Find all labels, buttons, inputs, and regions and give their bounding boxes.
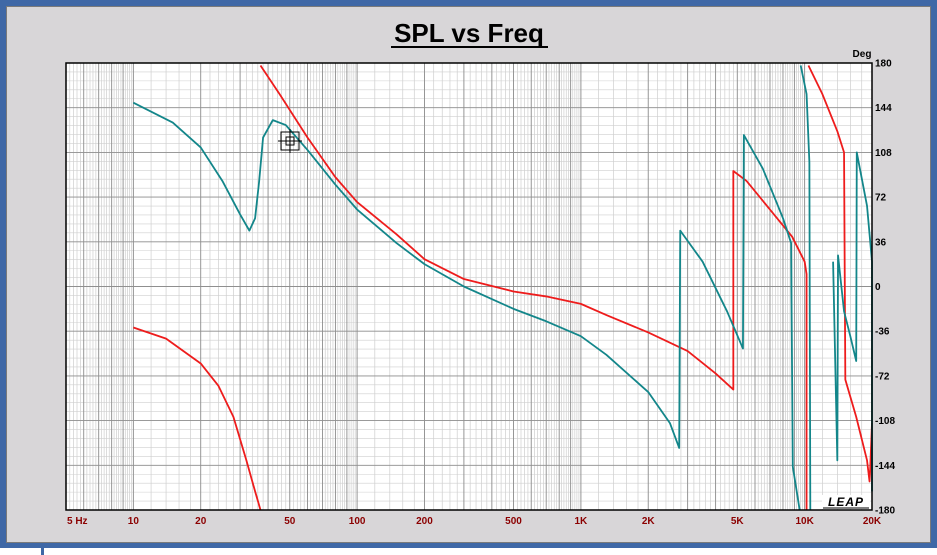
- x-tick-label: 1K: [574, 516, 588, 527]
- y-tick-label: 144: [875, 103, 892, 114]
- x-tick-label: 5K: [731, 516, 745, 527]
- chart-title: SPL vs Freq: [394, 18, 544, 48]
- x-axis-ticks: 5 Hz 10 20 50 100 200 500 1K 2K 5K 10K 20K: [67, 516, 882, 527]
- y-tick-label: 72: [875, 193, 887, 204]
- series-layer: [132, 64, 873, 511]
- x-tick-label: 500: [505, 516, 522, 527]
- y-tick-label: 0: [875, 282, 881, 293]
- x-tick-label: 20K: [863, 516, 882, 527]
- x-tick-label: 10K: [795, 516, 814, 527]
- x-tick-label: 10: [128, 516, 140, 527]
- y-tick-label: -180: [875, 506, 895, 517]
- x-tick-label: 2K: [642, 516, 656, 527]
- x-tick-label: 20: [195, 516, 207, 527]
- x-tick-label: 50: [284, 516, 296, 527]
- y-tick-label: -72: [875, 371, 890, 382]
- bottom-marker: [41, 546, 44, 555]
- x-tick-label: 100: [349, 516, 366, 527]
- leap-logo-text: LEAP: [828, 495, 864, 509]
- series-line-1: [133, 64, 873, 511]
- bottom-strip: [0, 548, 937, 555]
- series-line-2: [132, 65, 873, 511]
- y-axis-ticks: 180 144 108 72 36 0 -36 -72 -108 -144 -180: [875, 59, 895, 517]
- leap-logo: LEAP: [822, 495, 870, 509]
- y-tick-label: -108: [875, 416, 895, 427]
- y-tick-label: -144: [875, 461, 895, 472]
- plot-border: [65, 62, 873, 511]
- y-axis-unit-label: Deg: [853, 49, 872, 60]
- y-tick-label: 108: [875, 148, 892, 159]
- cursor-marker[interactable]: [278, 129, 302, 153]
- y-tick-label: 36: [875, 237, 887, 248]
- y-tick-label: 180: [875, 59, 892, 70]
- x-tick-label: 5 Hz: [67, 516, 88, 527]
- y-tick-label: -36: [875, 327, 890, 338]
- x-tick-label: 200: [416, 516, 433, 527]
